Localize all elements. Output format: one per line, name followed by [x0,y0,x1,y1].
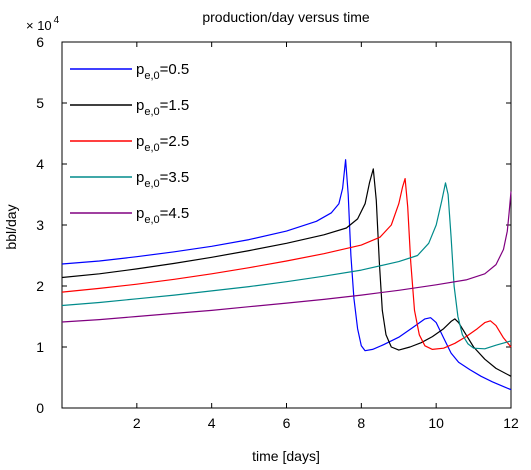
series-line-3 [61,178,512,350]
legend-label-value: =1.5 [160,97,190,114]
x-tick-label: 8 [357,415,365,431]
x-tick-label: 10 [428,415,444,431]
series-layer [61,159,512,391]
legend-box [67,53,211,231]
legend-label-subscript: e,0 [144,214,159,226]
y-tick-label: 2 [36,278,44,294]
x-tick-label: 4 [208,415,216,431]
legend-label-value: =0.5 [160,61,190,78]
y-tick-label: 1 [36,339,44,355]
legend-label-value: =2.5 [160,133,190,150]
y-tick-label: 5 [36,95,44,111]
legend-label-subscript: e,0 [144,106,159,118]
legend-label-2: pe,0=1.5 [136,97,189,118]
legend-label-subscript: e,0 [144,70,159,82]
chart-title: production/day versus time [202,9,370,25]
legend-label-1: pe,0=0.5 [136,61,189,82]
legend-label-main: p [136,205,144,222]
legend-label-main: p [136,97,144,114]
series-line-1 [61,159,512,391]
x-tick-label: 6 [283,415,291,431]
legend-label-4: pe,0=3.5 [136,169,189,190]
legend-label-subscript: e,0 [144,178,159,190]
x-tick-label: 12 [503,415,519,431]
legend-label-main: p [136,61,144,78]
x-tick-label: 2 [133,415,141,431]
series-line-5 [61,191,512,323]
legend-label-subscript: e,0 [144,142,159,154]
y-tick-label: 4 [36,156,44,172]
series-line-2 [61,168,512,377]
legend: pe,0=0.5pe,0=1.5pe,0=2.5pe,0=3.5pe,0=4.5 [70,61,189,226]
legend-label-5: pe,0=4.5 [136,205,189,226]
legend-label-value: =3.5 [160,169,190,186]
legend-label-value: =4.5 [160,205,190,222]
y-axis-multiplier-exponent: 4 [54,15,60,26]
legend-label-main: p [136,169,144,186]
legend-label-3: pe,0=2.5 [136,133,189,154]
y-tick-label: 3 [36,217,44,233]
y-axis-multiplier-base: × 10 [26,18,52,33]
y-tick-label: 6 [36,34,44,50]
y-axis-multiplier: × 10 4 [26,15,60,33]
y-tick-label: 0 [36,400,44,416]
series-line-4 [61,182,512,350]
y-axis-label: bbl/day [3,204,19,249]
legend-label-main: p [136,133,144,150]
x-axis-label: time [days] [252,448,320,464]
